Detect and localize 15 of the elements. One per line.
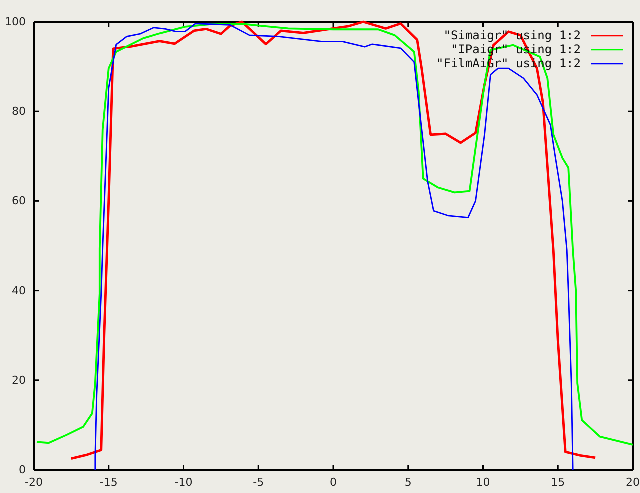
y-tick-label: 80 — [12, 105, 26, 118]
y-tick-label: 60 — [12, 194, 26, 208]
x-tick-label: 20 — [626, 476, 640, 489]
y-tick-label: 40 — [12, 284, 26, 298]
x-tick-label: -20 — [25, 476, 43, 489]
x-tick-label: -5 — [253, 476, 264, 489]
x-tick-label: -10 — [174, 476, 193, 489]
x-tick-label: -15 — [100, 476, 118, 489]
x-tick-label: 5 — [404, 476, 412, 489]
x-tick-label: 0 — [330, 476, 337, 489]
y-tick-label: 100 — [5, 16, 26, 29]
x-tick-label: 10 — [476, 476, 490, 489]
x-tick-label: 15 — [551, 476, 566, 489]
y-tick-label: 0 — [19, 464, 26, 477]
y-tick-label: 20 — [12, 374, 26, 387]
